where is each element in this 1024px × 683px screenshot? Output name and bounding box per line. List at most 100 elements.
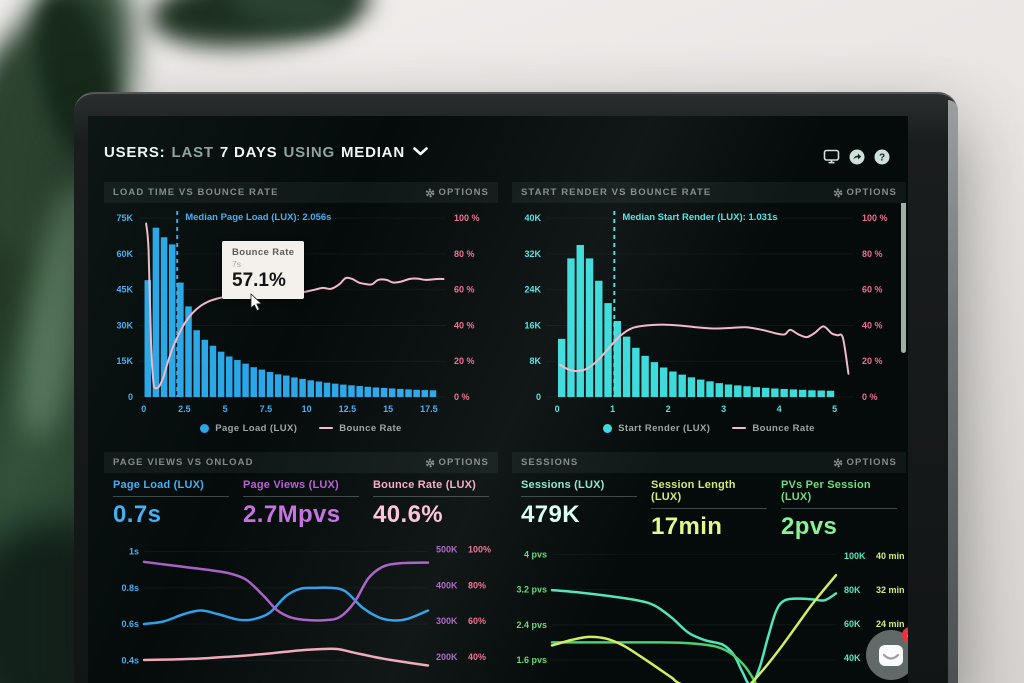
legend-page-load[interactable]: Page Load (LUX) xyxy=(200,423,297,434)
title-last: LAST xyxy=(171,144,213,161)
svg-text:30K: 30K xyxy=(116,320,133,330)
svg-text:100 %: 100 % xyxy=(454,213,480,223)
svg-text:80%: 80% xyxy=(468,580,486,590)
display-icon[interactable] xyxy=(823,148,840,165)
metric-label: Page Load (LUX) xyxy=(113,479,229,491)
tooltip-value: 57.1% xyxy=(232,270,294,292)
gear-icon xyxy=(425,458,435,468)
svg-text:0 %: 0 % xyxy=(454,392,470,402)
panel-title: LOAD TIME VS BOUNCE RATE xyxy=(113,187,279,198)
metric-value: 479K xyxy=(521,501,637,529)
tooltip-title: Bounce Rate xyxy=(232,247,294,258)
svg-text:Median Page Load (LUX): 2.056s: Median Page Load (LUX): 2.056s xyxy=(185,212,331,223)
panel-title: SESSIONS xyxy=(521,457,578,468)
legend-line-icon xyxy=(319,427,333,429)
svg-text:1s: 1s xyxy=(129,547,139,557)
legend-bounce-rate[interactable]: Bounce Rate xyxy=(319,423,401,434)
metric-label: Session Length (LUX) xyxy=(651,479,767,503)
chart-legend: Page Load (LUX) Bounce Rate xyxy=(104,417,498,439)
title-users: USERS: xyxy=(104,144,165,161)
svg-text:45K: 45K xyxy=(116,285,133,295)
svg-text:400K: 400K xyxy=(436,580,458,590)
svg-text:500K: 500K xyxy=(436,545,458,555)
svg-text:15K: 15K xyxy=(116,356,133,366)
svg-text:1.6 pvs: 1.6 pvs xyxy=(516,655,547,665)
metric-underline xyxy=(113,496,229,497)
metric-label: Bounce Rate (LUX) xyxy=(373,479,489,491)
options-button[interactable]: OPTIONS xyxy=(425,457,489,468)
svg-text:60K: 60K xyxy=(116,249,133,259)
legend-line-icon xyxy=(732,427,746,429)
svg-text:2.4 pvs: 2.4 pvs xyxy=(516,620,547,630)
legend-start-render[interactable]: Start Render (LUX) xyxy=(603,423,710,434)
sessions-chart: 4 pvs3.2 pvs2.4 pvs1.6 pvs100K40 min80K3… xyxy=(512,527,906,683)
metric-underline xyxy=(651,508,767,509)
options-label: OPTIONS xyxy=(847,187,897,198)
load-time-chart: 75K60K45K30K15K0100 %80 %60 %40 %20 %0 %… xyxy=(104,203,498,417)
svg-text:16K: 16K xyxy=(524,320,541,330)
title-using: USING xyxy=(283,144,335,161)
metric-row: Sessions (LUX) 479K Session Length (LUX)… xyxy=(512,473,906,527)
metric-label: Page Views (LUX) xyxy=(243,479,359,491)
svg-text:20 %: 20 % xyxy=(862,356,883,366)
svg-text:4 pvs: 4 pvs xyxy=(524,549,547,559)
chart-legend: Start Render (LUX) Bounce Rate xyxy=(512,417,906,439)
svg-text:3: 3 xyxy=(721,404,726,414)
panel-page-views-vs-onload: PAGE VIEWS VS ONLOAD OPTIONS Page Load (… xyxy=(104,452,498,683)
title-median: MEDIAN xyxy=(341,144,405,161)
options-label: OPTIONS xyxy=(439,457,489,468)
metric-session-length: Session Length (LUX) 17min xyxy=(651,479,767,527)
svg-text:7.5: 7.5 xyxy=(260,404,273,414)
svg-text:0 %: 0 % xyxy=(862,392,878,402)
options-button[interactable]: OPTIONS xyxy=(833,187,897,198)
chat-widget-button[interactable]: 4 xyxy=(866,630,908,680)
svg-text:2.5: 2.5 xyxy=(178,404,191,414)
share-icon[interactable] xyxy=(848,148,865,165)
panel-header: LOAD TIME VS BOUNCE RATE OPTIONS xyxy=(104,182,498,203)
panel-sessions: SESSIONS OPTIONS Sessions (LUX) 479K Ses… xyxy=(512,452,906,683)
legend-label: Start Render (LUX) xyxy=(618,423,710,434)
chevron-down-icon[interactable] xyxy=(413,147,428,156)
svg-text:17.5: 17.5 xyxy=(420,404,438,414)
options-button[interactable]: OPTIONS xyxy=(425,187,489,198)
options-label: OPTIONS xyxy=(847,457,897,468)
load-time-chart-area: 75K60K45K30K15K0100 %80 %60 %40 %20 %0 %… xyxy=(104,203,498,417)
svg-text:4: 4 xyxy=(777,404,782,414)
svg-text:0.4s: 0.4s xyxy=(121,655,139,665)
panel-header: START RENDER VS BOUNCE RATE OPTIONS xyxy=(512,182,906,203)
svg-text:75K: 75K xyxy=(116,213,133,223)
svg-text:2: 2 xyxy=(666,404,671,414)
svg-text:Median Start Render (LUX): 1.0: Median Start Render (LUX): 1.031s xyxy=(622,212,777,223)
svg-text:300K: 300K xyxy=(436,616,458,626)
svg-text:40 min: 40 min xyxy=(876,551,905,561)
help-icon[interactable]: ? xyxy=(873,148,890,165)
svg-text:40K: 40K xyxy=(844,653,861,663)
photo-scene: USERS:LAST7 DAYSUSINGMEDIAN ? xyxy=(0,0,1024,683)
page-views-chart-area: 1s0.8s0.6s0.4s500K100%400K80%300K60%200K… xyxy=(104,527,498,683)
metric-row: Page Load (LUX) 0.7s Page Views (LUX) 2.… xyxy=(104,473,498,527)
svg-text:60 %: 60 % xyxy=(454,285,475,295)
metric-label: PVs Per Session (LUX) xyxy=(781,479,897,503)
legend-label: Bounce Rate xyxy=(339,423,401,434)
svg-text:0.6s: 0.6s xyxy=(121,619,139,629)
sessions-chart-area: 4 pvs3.2 pvs2.4 pvs1.6 pvs100K40 min80K3… xyxy=(512,527,906,683)
svg-text:10: 10 xyxy=(302,404,312,414)
dashboard-title-dropdown[interactable]: USERS:LAST7 DAYSUSINGMEDIAN xyxy=(104,144,428,161)
page-views-chart: 1s0.8s0.6s0.4s500K100%400K80%300K60%200K… xyxy=(104,527,498,683)
metric-underline xyxy=(781,508,897,509)
start-render-chart-area: 40K32K24K16K8K0100 %80 %60 %40 %20 %0 %0… xyxy=(512,203,906,417)
svg-text:0.8s: 0.8s xyxy=(121,583,139,593)
options-button[interactable]: OPTIONS xyxy=(833,457,897,468)
svg-text:80K: 80K xyxy=(844,585,861,595)
metric-bounce-rate: Bounce Rate (LUX) 40.6% xyxy=(373,479,489,527)
metric-page-load: Page Load (LUX) 0.7s xyxy=(113,479,229,527)
header-toolbar: ? xyxy=(823,148,890,165)
svg-text:12.5: 12.5 xyxy=(339,404,357,414)
svg-text:40K: 40K xyxy=(524,213,541,223)
panel-header: PAGE VIEWS VS ONLOAD OPTIONS xyxy=(104,452,498,473)
start-render-chart: 40K32K24K16K8K0100 %80 %60 %40 %20 %0 %0… xyxy=(512,203,906,417)
svg-text:0: 0 xyxy=(141,404,146,414)
panel-title: PAGE VIEWS VS ONLOAD xyxy=(113,457,254,468)
legend-bounce-rate[interactable]: Bounce Rate xyxy=(732,423,814,434)
metric-underline xyxy=(521,496,637,497)
